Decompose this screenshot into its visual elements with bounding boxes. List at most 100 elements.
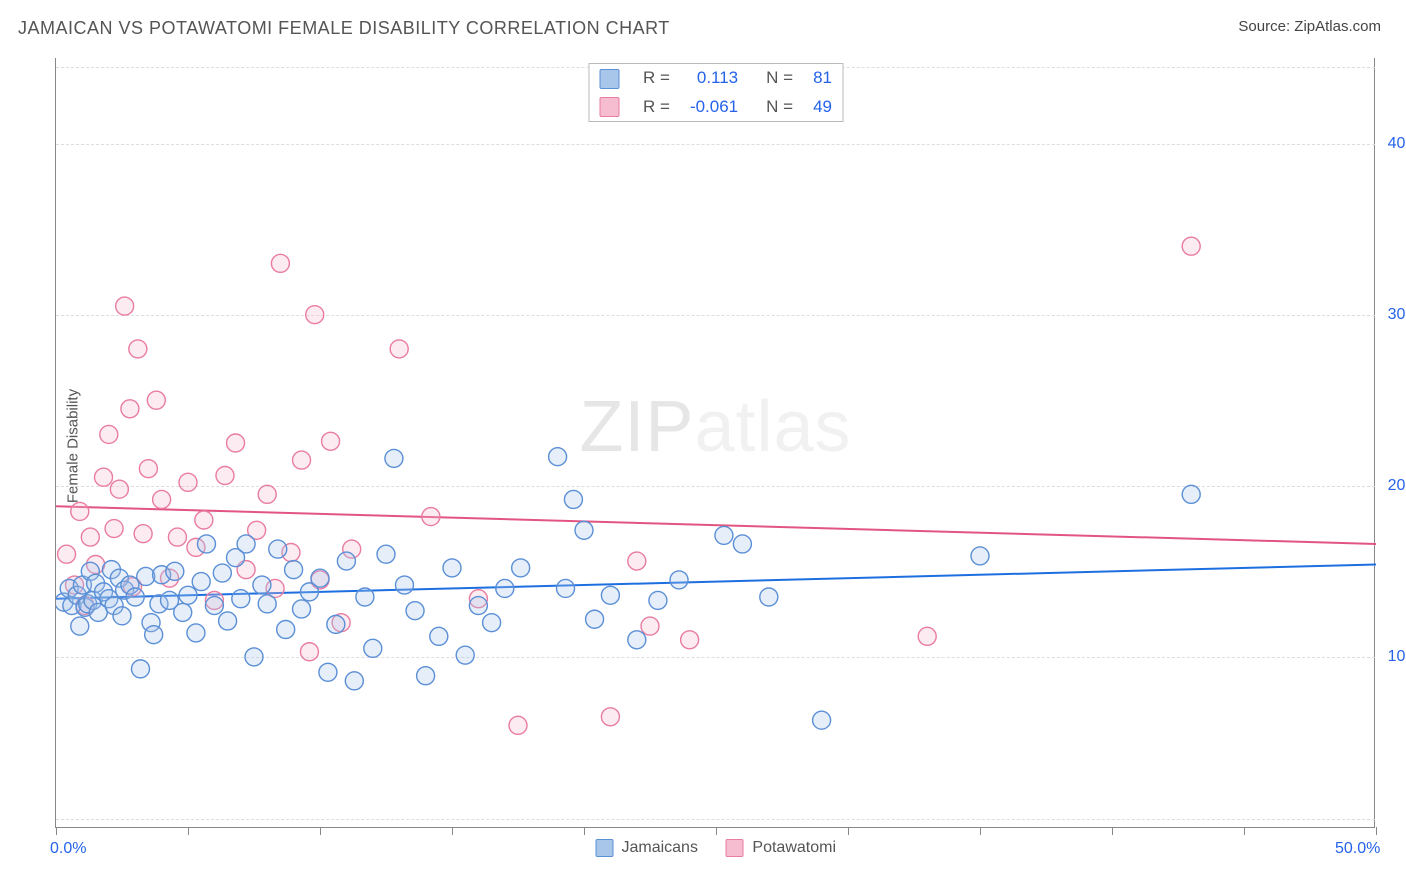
data-point bbox=[227, 434, 245, 452]
data-point bbox=[345, 672, 363, 690]
data-point bbox=[1182, 237, 1200, 255]
data-point bbox=[601, 708, 619, 726]
data-point bbox=[277, 621, 295, 639]
chart-title: JAMAICAN VS POTAWATOMI FEMALE DISABILITY… bbox=[18, 18, 670, 39]
data-point bbox=[670, 571, 688, 589]
x-tick bbox=[452, 827, 453, 835]
data-point bbox=[95, 468, 113, 486]
data-point bbox=[483, 614, 501, 632]
legend-series-label: Jamaicans bbox=[621, 839, 697, 856]
data-point bbox=[253, 576, 271, 594]
data-point bbox=[364, 639, 382, 657]
data-point bbox=[71, 617, 89, 635]
legend-r-value: -0.061 bbox=[680, 93, 748, 122]
data-point bbox=[81, 528, 99, 546]
data-point bbox=[129, 340, 147, 358]
data-point bbox=[197, 535, 215, 553]
data-point bbox=[245, 648, 263, 666]
x-tick bbox=[848, 827, 849, 835]
legend-series-label: Potawatomi bbox=[752, 839, 836, 856]
legend-row: R =-0.061N =49 bbox=[589, 93, 842, 122]
data-point bbox=[385, 449, 403, 467]
data-point bbox=[285, 561, 303, 579]
data-point bbox=[628, 631, 646, 649]
data-point bbox=[509, 716, 527, 734]
data-point bbox=[564, 490, 582, 508]
data-point bbox=[147, 391, 165, 409]
y-tick-label: 10.0% bbox=[1388, 648, 1406, 666]
data-point bbox=[269, 540, 287, 558]
data-point bbox=[575, 521, 593, 539]
data-point bbox=[971, 547, 989, 565]
source-attribution: Source: ZipAtlas.com bbox=[1238, 18, 1381, 35]
data-point bbox=[168, 528, 186, 546]
legend-item: Jamaicans bbox=[595, 839, 698, 856]
legend-r-label: R = bbox=[643, 68, 670, 87]
data-point bbox=[145, 626, 163, 644]
data-point bbox=[121, 400, 139, 418]
x-tick bbox=[1244, 827, 1245, 835]
x-axis-end-label: 50.0% bbox=[1335, 840, 1380, 858]
data-point bbox=[469, 597, 487, 615]
data-point bbox=[417, 667, 435, 685]
data-point bbox=[213, 564, 231, 582]
data-point bbox=[918, 627, 936, 645]
data-point bbox=[641, 617, 659, 635]
data-point bbox=[174, 603, 192, 621]
legend-row: R =0.113N =81 bbox=[589, 64, 842, 93]
plot-area: ZIPatlas 10.0%20.0%30.0%40.0% R =0.113N … bbox=[55, 58, 1375, 828]
legend-r-value: 0.113 bbox=[680, 64, 748, 93]
legend-n-value: 49 bbox=[803, 93, 842, 122]
data-point bbox=[195, 511, 213, 529]
data-point bbox=[300, 643, 318, 661]
data-point bbox=[406, 602, 424, 620]
data-point bbox=[733, 535, 751, 553]
legend-n-label: N = bbox=[766, 68, 793, 87]
correlation-legend: R =0.113N =81R =-0.061N =49 bbox=[588, 63, 843, 122]
x-tick bbox=[584, 827, 585, 835]
legend-r-label: R = bbox=[643, 97, 670, 116]
data-point bbox=[100, 425, 118, 443]
data-point bbox=[293, 451, 311, 469]
data-point bbox=[187, 624, 205, 642]
data-point bbox=[205, 597, 223, 615]
data-point bbox=[377, 545, 395, 563]
data-point bbox=[512, 559, 530, 577]
x-axis-start-label: 0.0% bbox=[50, 840, 86, 858]
data-point bbox=[443, 559, 461, 577]
data-point bbox=[557, 579, 575, 597]
data-point bbox=[390, 340, 408, 358]
data-point bbox=[430, 627, 448, 645]
data-point bbox=[110, 480, 128, 498]
data-point bbox=[179, 586, 197, 604]
x-tick bbox=[188, 827, 189, 835]
data-point bbox=[71, 502, 89, 520]
data-point bbox=[311, 569, 329, 587]
x-tick bbox=[716, 827, 717, 835]
data-point bbox=[258, 485, 276, 503]
x-tick bbox=[56, 827, 57, 835]
data-point bbox=[681, 631, 699, 649]
data-point bbox=[58, 545, 76, 563]
y-tick-label: 40.0% bbox=[1388, 135, 1406, 153]
data-point bbox=[134, 525, 152, 543]
data-point bbox=[192, 573, 210, 591]
x-tick bbox=[980, 827, 981, 835]
y-tick-label: 30.0% bbox=[1388, 306, 1406, 324]
data-point bbox=[601, 586, 619, 604]
data-point bbox=[166, 562, 184, 580]
x-tick bbox=[1112, 827, 1113, 835]
y-tick-label: 20.0% bbox=[1388, 477, 1406, 495]
data-point bbox=[139, 460, 157, 478]
data-point bbox=[395, 576, 413, 594]
x-tick bbox=[320, 827, 321, 835]
data-point bbox=[496, 579, 514, 597]
data-point bbox=[456, 646, 474, 664]
series-legend: Jamaicans Potawatomi bbox=[581, 839, 850, 857]
data-point bbox=[131, 660, 149, 678]
data-point bbox=[116, 297, 134, 315]
data-point bbox=[586, 610, 604, 628]
data-point bbox=[271, 254, 289, 272]
data-point bbox=[258, 595, 276, 613]
data-point bbox=[216, 467, 234, 485]
